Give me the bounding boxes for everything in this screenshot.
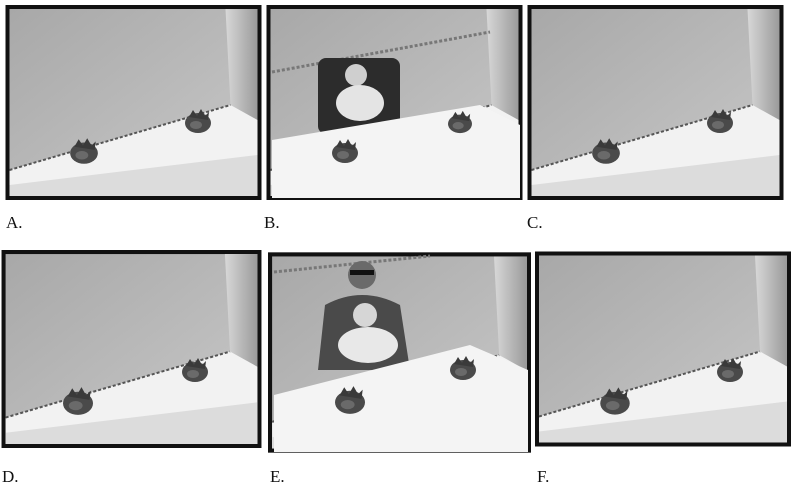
panel-f: F. <box>535 252 791 487</box>
panel-e: E. <box>268 252 531 486</box>
panel-label: A. <box>6 213 23 232</box>
figure: A. B. C. D. E. <box>0 0 793 489</box>
panel-label: D. <box>2 467 19 486</box>
panel-label: E. <box>270 467 285 486</box>
panel-label: B. <box>264 213 280 232</box>
panel-a: A. <box>6 5 262 232</box>
panel-d: D. <box>2 250 262 486</box>
panel-b: B. <box>264 5 523 232</box>
panel-label: C. <box>527 213 543 232</box>
panel-c: C. <box>527 5 784 232</box>
panel-label: F. <box>537 467 549 486</box>
